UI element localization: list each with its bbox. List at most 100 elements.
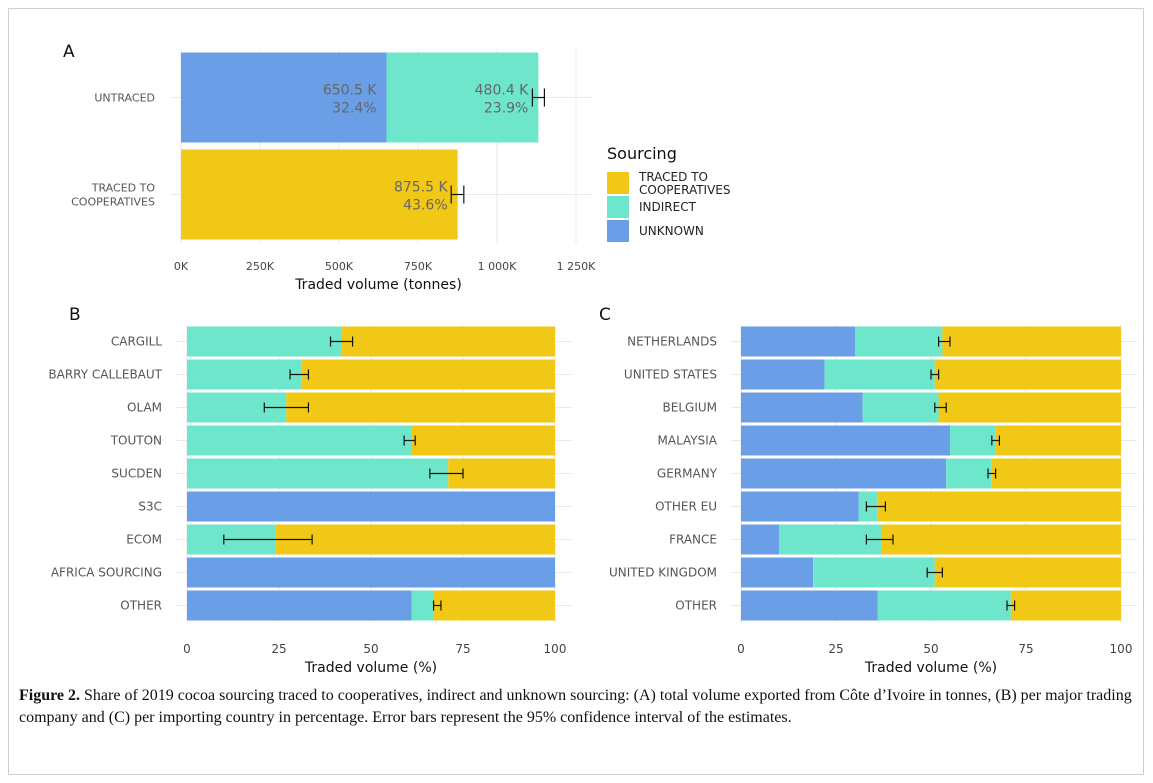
bar-traced-to-cooperatives [181,149,458,240]
x-tick-label: 50 [363,642,378,656]
bar-traced-to-cooperatives [934,557,1121,588]
x-tick-label: 0 [737,642,745,656]
bar-indirect [411,590,434,621]
bar-traced-to-cooperatives [942,326,1121,357]
panel-letter: A [63,42,75,62]
bar-data-label: 480.4 K [475,83,530,99]
x-tick-label: 100 [1110,642,1133,656]
category-label: BELGIUM [663,401,717,415]
panel-c: C NETHERLANDS UNITED STATES BELGIUM MALAYSIA… [599,305,1137,676]
bar-indirect [187,458,449,489]
category-label: CARGILL [111,335,162,349]
bar-traced-to-cooperatives [934,359,1121,390]
bar-indirect [862,392,939,423]
category-label: SUCDEN [111,467,162,481]
x-tick-label: 750K [404,260,433,273]
bar-traced-to-cooperatives [991,458,1121,489]
bar-traced-to-cooperatives [275,524,555,555]
bar-unknown [741,557,814,588]
bar-indirect [950,425,996,456]
bar-indirect [779,524,882,555]
bar-traced-to-cooperatives [881,524,1121,555]
bar-traced-to-cooperatives [448,458,555,489]
x-axis-title: Traded volume (%) [864,660,997,676]
bar-data-label: 23.9% [484,101,528,117]
bar-indirect [824,359,935,390]
panel-letter: C [599,305,611,325]
category-label: OTHER [675,599,717,613]
legend-swatch [607,220,629,242]
category-label: ECOM [126,533,162,547]
x-tick-label: 1 250K [557,260,596,273]
category-label: GERMANY [657,467,718,481]
panel-a: A 650.5 K 32.4% 480.4 K 23.9% 875.5 K 43.6% UNT… [63,42,596,293]
category-label: NETHERLANDS [627,335,717,349]
x-tick-label: 500K [325,260,354,273]
bar-data-label: 32.4% [332,101,376,117]
x-axis-title: Traded volume (%) [304,660,437,676]
bar-traced-to-cooperatives [433,590,555,621]
x-tick-label: 50 [923,642,938,656]
bar-unknown [741,590,878,621]
caption-label: Figure 2. [19,687,81,704]
category-label: UNITED KINGDOM [609,566,717,580]
bar-indirect [187,425,412,456]
x-tick-label: 0 [183,642,191,656]
bar-unknown [181,52,387,143]
bar-unknown [741,392,863,423]
legend-label: UNKNOWN [639,224,704,238]
bar-traced-to-cooperatives [877,491,1121,522]
bar-traced-to-cooperatives [1010,590,1121,621]
x-tick-label: 0K [174,260,189,273]
x-tick-label: 100 [544,642,567,656]
legend-swatch [607,196,629,218]
x-tick-label: 25 [271,642,286,656]
bar-indirect [855,326,943,357]
bar-traced-to-cooperatives [411,425,555,456]
bar-unknown [741,326,855,357]
x-tick-label: 250K [246,260,275,273]
category-label: TOUTON [110,434,162,448]
bar-data-label: 650.5 K [323,83,378,99]
bar-indirect [386,52,539,143]
bar-unknown [741,359,825,390]
caption-text: Share of 2019 cocoa sourcing traced to c… [19,687,1132,726]
bar-unknown [741,425,950,456]
category-label: MALAYSIA [658,434,718,448]
figure-caption: Figure 2. Share of 2019 cocoa sourcing t… [19,685,1139,729]
bar-traced-to-cooperatives [301,359,555,390]
category-label: UNTRACED [94,92,155,105]
bar-indirect [187,359,302,390]
legend-label: INDIRECT [639,200,697,214]
category-label: OTHER EU [655,500,717,514]
legend-swatch [607,172,629,194]
bar-indirect [813,557,935,588]
bar-traced-to-cooperatives [286,392,555,423]
panel-letter: B [69,305,81,325]
figure-charts: A 650.5 K 32.4% 480.4 K 23.9% 875.5 K 43.6% UNT… [48,42,1137,676]
bar-traced-to-cooperatives [995,425,1121,456]
bar-unknown [741,458,947,489]
bar-unknown [187,590,412,621]
panel-b: B CARGILL BARRY CALLEBAUT OLAM TOUTON SUCDEN S… [48,305,571,676]
bar-traced-to-cooperatives [938,392,1121,423]
category-label: BARRY CALLEBAUT [48,368,162,382]
bar-indirect [946,458,992,489]
category-label: OTHER [120,599,162,613]
category-label: FRANCE [669,533,717,547]
category-label: OLAM [127,401,162,415]
category-label: COOPERATIVES [71,196,155,209]
bar-data-label: 43.6% [403,198,447,214]
legend-label: COOPERATIVES [639,183,731,197]
category-label: S3C [138,500,162,514]
x-tick-label: 1 000K [478,260,517,273]
x-tick-label: 25 [828,642,843,656]
x-tick-label: 75 [455,642,470,656]
bar-unknown [187,491,555,522]
bar-data-label: 875.5 K [394,180,449,196]
bar-unknown [187,557,555,588]
legend-title: Sourcing [607,144,677,163]
figure-frame: A 650.5 K 32.4% 480.4 K 23.9% 875.5 K 43.6% UNT… [8,8,1144,775]
bar-indirect [187,326,342,357]
